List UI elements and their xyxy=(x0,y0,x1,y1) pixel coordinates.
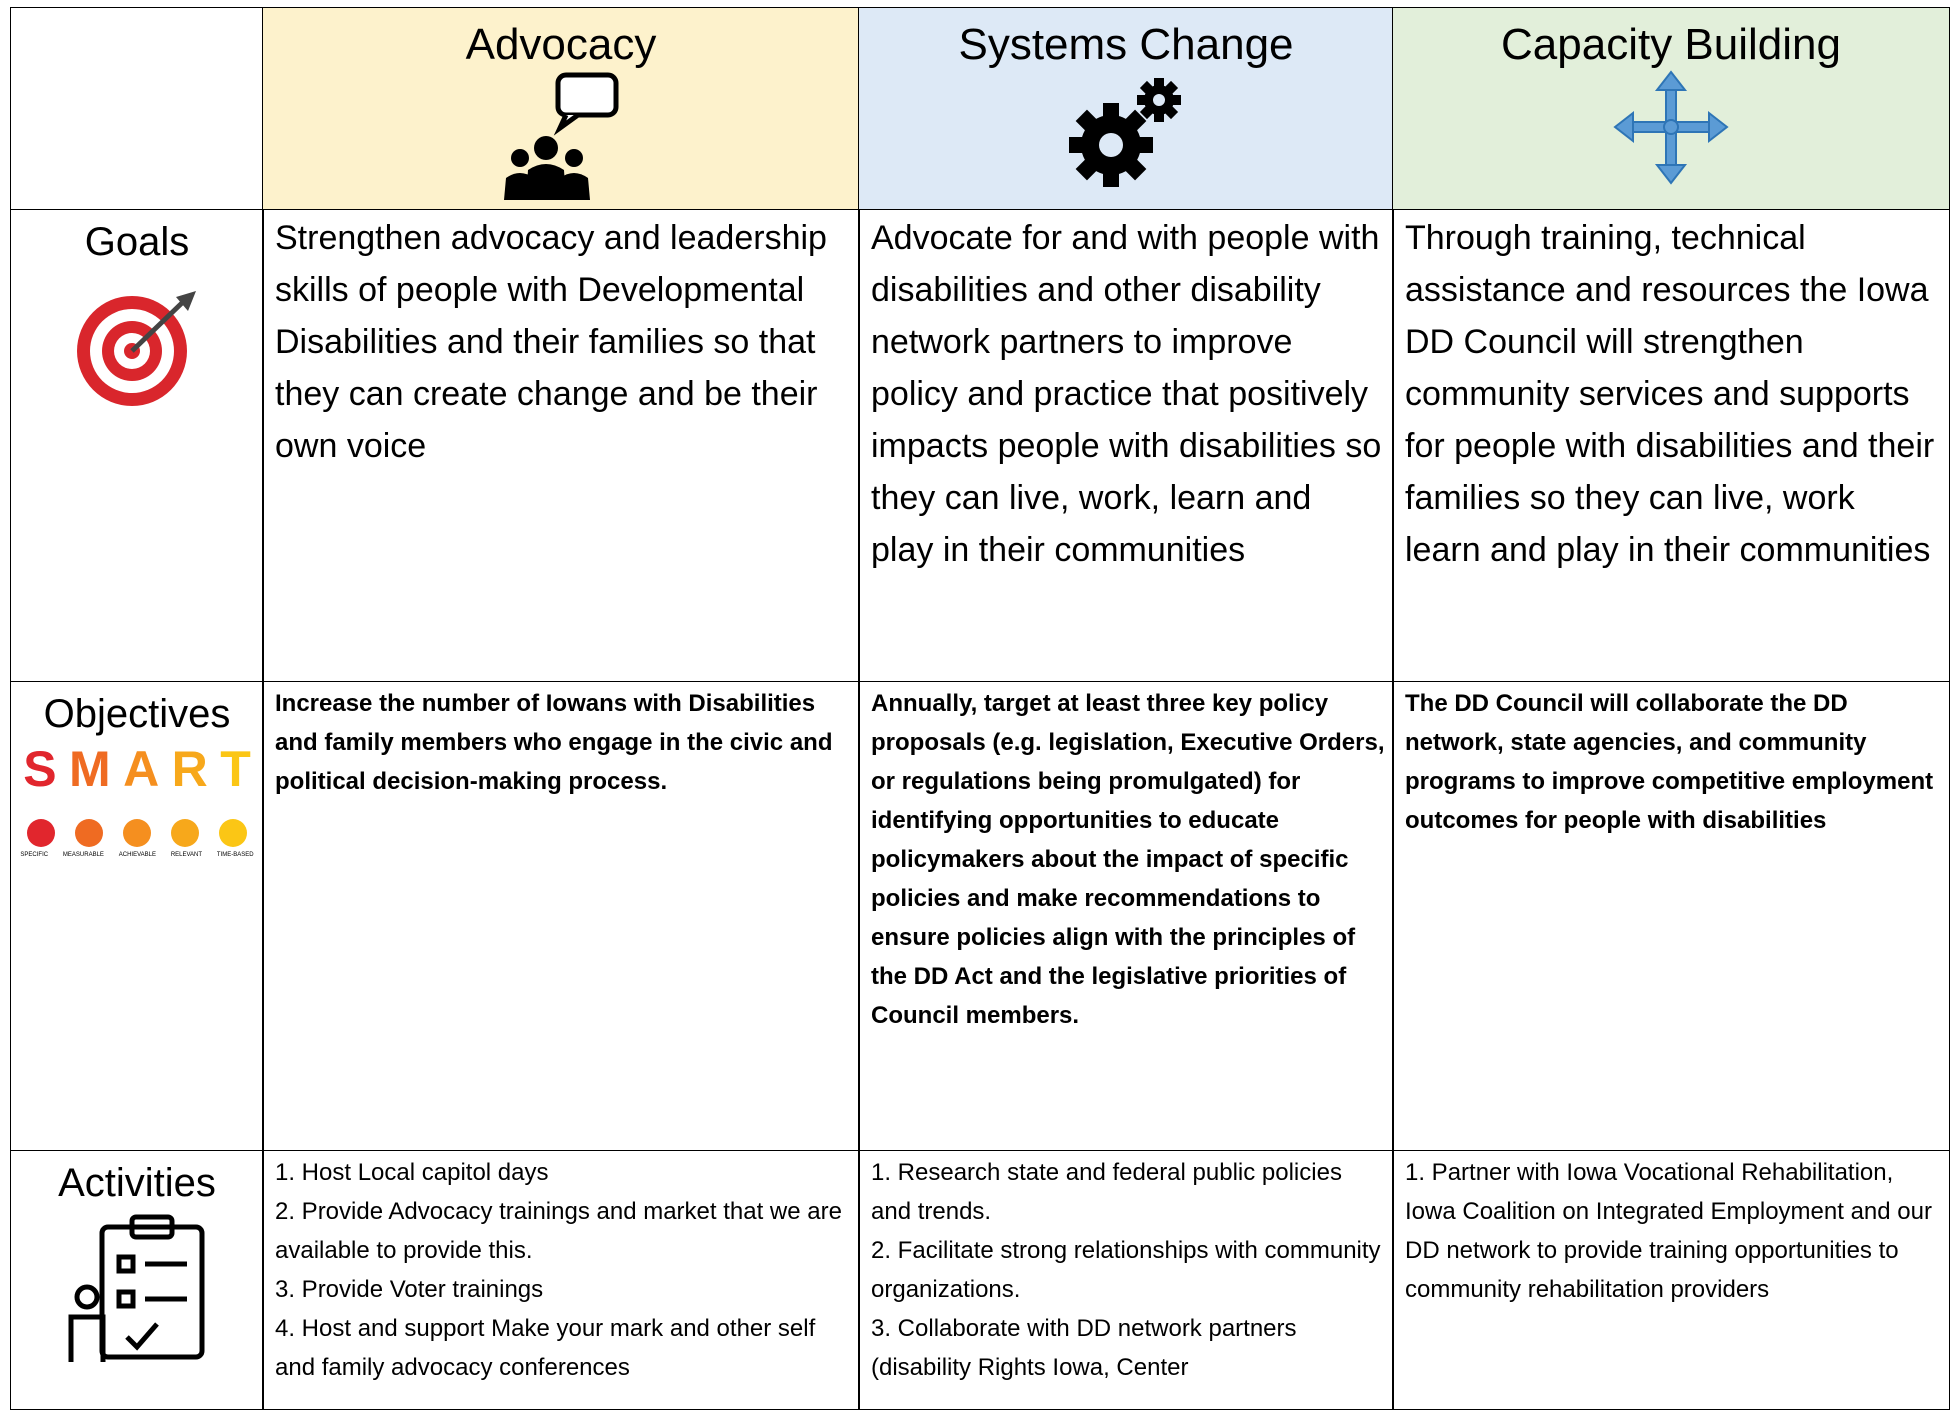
smart-letter: S xyxy=(23,741,57,797)
activity-item: 1. Research state and federal public pol… xyxy=(871,1159,1342,1225)
gears-icon xyxy=(1069,78,1181,187)
smart-dot xyxy=(171,819,199,847)
column-title: Systems Change xyxy=(958,20,1294,69)
activity-item: 3. Provide Voter trainings xyxy=(275,1276,544,1303)
goal-cell: Advocate for and with people with disabi… xyxy=(858,209,1394,682)
activities-cell: 1. Research state and federal public pol… xyxy=(858,1150,1394,1410)
goal-cell: Through training, technical assistance a… xyxy=(1392,209,1950,682)
row-label-cell: Activities xyxy=(10,1150,264,1410)
goal-cell: Strengthen advocacy and leadership skill… xyxy=(262,209,860,682)
activity-item: 2. Provide Advocacy trainings and market… xyxy=(275,1198,842,1264)
row-label: Objectives xyxy=(43,692,231,736)
advocacy-icon xyxy=(504,72,619,200)
arrows-icon xyxy=(1613,70,1729,185)
objective-cell: The DD Council will collaborate the DD n… xyxy=(1392,681,1950,1151)
page: Advocacy Systems Change Capacity Buildin… xyxy=(10,7,1950,1410)
smart-label: RELEVANT xyxy=(170,852,203,858)
smart-graphic: S M A R T SPECIFIC MEASURABLE ACHIEVABLE RELEVAN… xyxy=(11,741,263,859)
clipboard-icon xyxy=(68,1214,205,1362)
column-title: Advocacy xyxy=(465,20,657,69)
activities-cell: 1. Host Local capitol days 2. Provide Adv… xyxy=(262,1150,860,1410)
smart-dot xyxy=(219,819,247,847)
row-label-cell: Goals xyxy=(10,209,264,682)
smart-label: SPECIFIC xyxy=(20,852,49,858)
smart-label: TIME-BASED xyxy=(216,852,254,858)
smart-dots xyxy=(11,819,263,847)
smart-label: ACHIEVABLE xyxy=(118,852,156,858)
activities-cell: 1. Partner with Iowa Vocational Rehabili… xyxy=(1392,1150,1950,1410)
header-cell: Capacity Building xyxy=(1392,7,1950,210)
smart-label: MEASURABLE xyxy=(62,852,104,858)
objective-cell: Increase the number of Iowans with Disab… xyxy=(262,681,860,1151)
activity-item: 4. Host and support Make your mark and o… xyxy=(275,1315,816,1381)
objective-cell: Annually, target at least three key poli… xyxy=(858,681,1394,1151)
activity-item: 3. Collaborate with DD network partners … xyxy=(871,1315,1297,1381)
smart-letter: T xyxy=(220,741,251,797)
target-icon xyxy=(77,291,196,406)
header-cell: Systems Change xyxy=(858,7,1394,210)
smart-letter: A xyxy=(123,741,160,797)
row-label-cell: Objectives S M A R T SPECIFIC MEASURABLE ACHIEV… xyxy=(10,681,264,1151)
row-label: Goals xyxy=(84,220,190,264)
column-title: Capacity Building xyxy=(1501,20,1841,69)
smart-dot xyxy=(27,819,55,847)
corner-cell xyxy=(10,7,264,210)
smart-letter: R xyxy=(171,741,208,797)
header-cell: Advocacy xyxy=(262,7,860,210)
smart-dot xyxy=(75,819,103,847)
smart-letter: M xyxy=(69,741,111,797)
activity-item: 1. Partner with Iowa Vocational Rehabili… xyxy=(1405,1159,1932,1303)
activity-item: 1. Host Local capitol days xyxy=(275,1159,549,1186)
row-label: Activities xyxy=(58,1161,216,1205)
smart-labels: SPECIFIC MEASURABLE ACHIEVABLE RELEVANT TIME… xyxy=(11,851,263,859)
smart-dot xyxy=(123,819,151,847)
activity-item: 2. Facilitate strong relationships with … xyxy=(871,1237,1381,1303)
